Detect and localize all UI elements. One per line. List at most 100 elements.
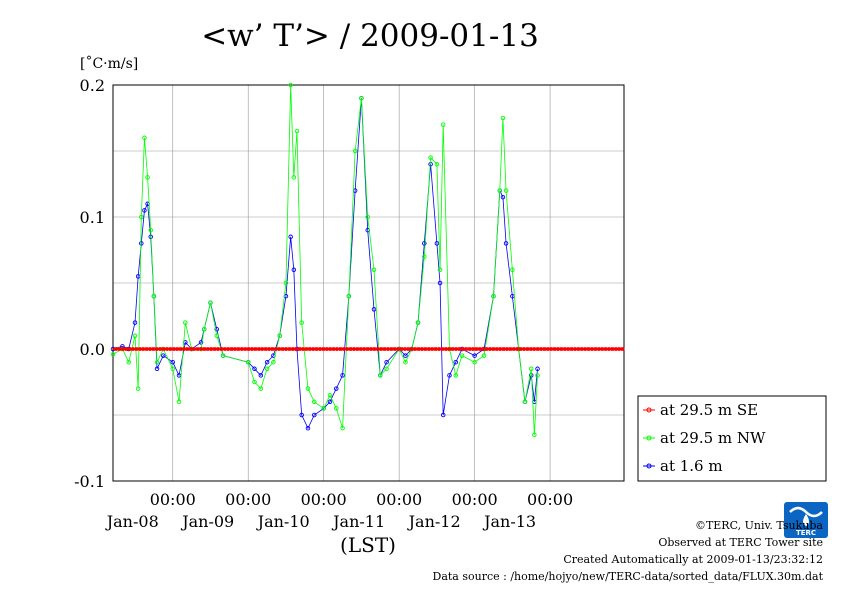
data-point [384,359,389,365]
observed-text: Observed at TERC Tower site [658,536,823,549]
data-point [291,175,297,180]
data-point [535,366,540,372]
data-point [422,241,427,246]
data-point [283,280,289,286]
data-point [371,267,377,273]
data-point [532,432,537,438]
data-point [334,386,339,391]
y-unit-label: [˚C·m/s] [80,55,138,72]
legend-swatch-marker [646,463,652,469]
data-point [321,406,326,411]
data-point [491,293,496,299]
data-point [434,161,440,167]
data-point [428,155,433,160]
data-point [497,188,503,193]
data-point [154,359,160,365]
data-point [161,353,166,358]
copyright-text: ©TERC, Univ. Tsukuba [694,519,823,532]
x-tick-time: 00:00 [452,490,498,509]
x-tick-time: 00:00 [150,490,196,509]
data-point [422,254,427,259]
data-point [258,386,264,391]
data-point [334,406,339,411]
data-point [340,425,345,431]
x-tick-time: 00:00 [301,490,347,509]
x-tick-date: Jan-11 [331,512,385,531]
data-point [258,373,264,378]
data-point [440,412,446,418]
legend-item: at 29.5 m SE [643,401,758,419]
data-point [214,326,220,332]
legend-label: at 29.5 m NW [660,429,766,447]
x-tick-date: Jan-08 [105,512,159,531]
x-tick-time: 00:00 [225,490,271,509]
data-point [481,353,487,358]
data-point [151,293,157,299]
data-point [126,359,131,365]
data-point [472,359,477,365]
data-point [208,300,213,306]
data-point [403,353,408,358]
data-point [340,373,345,378]
data-point [453,359,459,365]
x-tick-time: 00:00 [376,490,422,509]
data-point [288,82,293,88]
y-tick-label: -0.1 [74,472,105,491]
data-point [252,366,257,372]
x-axis-ticks: 00:00 Jan-08 00:00 Jan-09 00:00 Jan-10 00:00 Ja… [105,490,573,531]
series-line [112,84,538,435]
data-point [142,135,147,141]
data-point [145,175,150,180]
legend-box [637,395,827,482]
data-point [440,122,446,127]
y-tick-label: 0.2 [80,76,105,95]
data-point [312,412,317,418]
legend-item: at 1.6 m [643,457,723,475]
legend-label: at 29.5 m SE [660,401,758,419]
data-point [132,320,138,325]
data-point [305,386,311,391]
data-point [352,148,358,154]
data-point [500,115,506,121]
data-point [299,412,304,418]
data-point [135,386,141,391]
created-text: Created Automatically at 2009-01-13/23:3… [563,553,823,566]
data-point [535,373,540,378]
data-point [447,373,452,378]
data-point [299,320,304,325]
series-line [112,98,538,430]
data-point [403,359,408,365]
data-point [252,379,257,385]
data-point [170,359,175,365]
data-point [371,307,377,312]
data-point [510,267,515,273]
data-point [139,214,144,220]
data-point [277,333,282,339]
data-point [264,359,270,365]
data-point [305,425,311,431]
series-at-1-6-m [110,95,540,431]
x-tick-date: Jan-12 [407,512,461,531]
series-layer [110,82,625,438]
x-tick-date: Jan-10 [256,512,310,531]
svg-text:TERC: TERC [796,529,816,537]
data-point [500,194,506,200]
data-point [378,373,383,378]
data-point [365,214,370,220]
terc-logo-icon: TERC [784,502,828,538]
x-axis-label: (LST) [340,533,396,557]
data-point [522,399,528,405]
data-point [453,373,459,378]
legend: at 29.5 m SE at 29.5 m NW at 1.6 m [637,395,827,482]
series-at-29-5-m-nw [110,82,540,438]
x-tick-date: Jan-13 [482,512,536,531]
data-point [503,241,509,246]
x-tick-time: 00:00 [527,490,573,509]
data-point [472,353,477,358]
x-tick-date: Jan-09 [180,512,234,531]
data-point [139,241,144,246]
data-point [434,241,440,246]
plot-frame [112,84,625,482]
data-point [312,399,317,405]
